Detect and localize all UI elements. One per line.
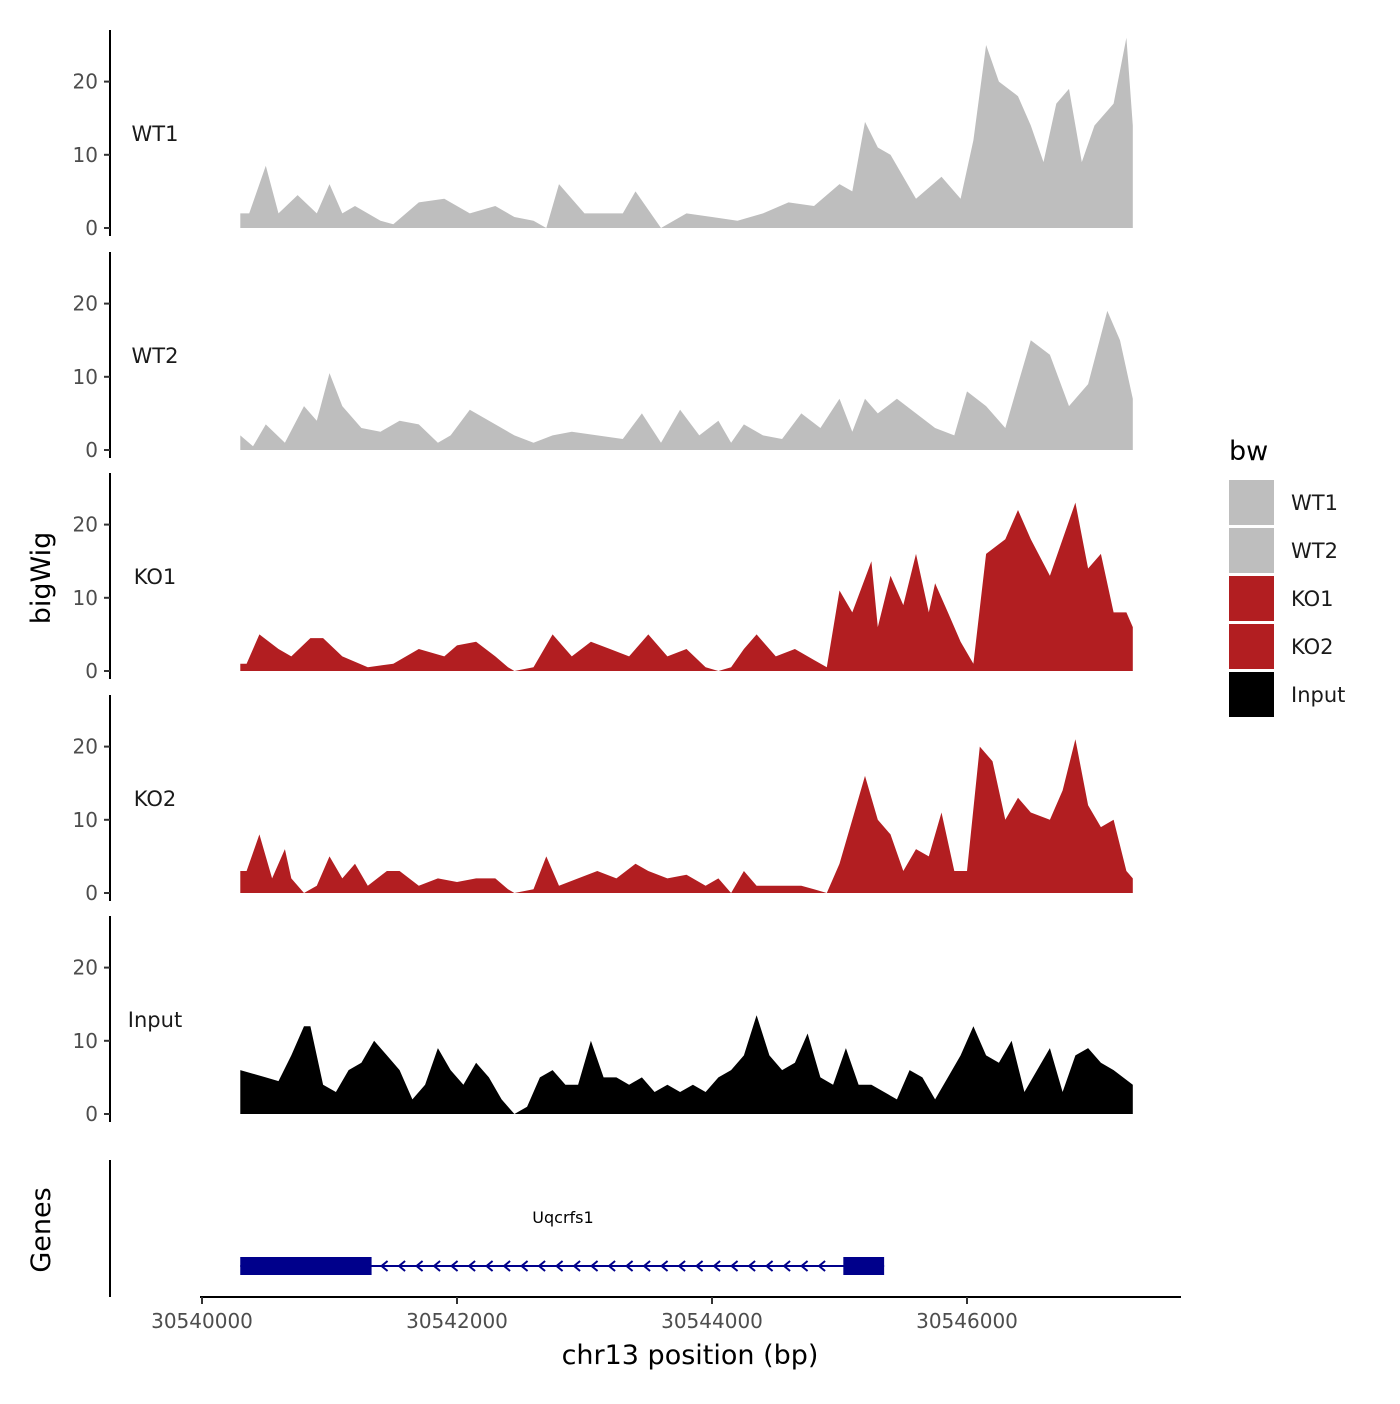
- strand-arrow: [782, 1260, 791, 1272]
- y-tick-label: 0: [85, 216, 98, 240]
- strand-arrow: [555, 1260, 564, 1272]
- area-input: [240, 1015, 1133, 1114]
- legend-label-ko2: KO2: [1291, 635, 1334, 659]
- x-tick-label: 30540000: [151, 1309, 253, 1333]
- strand-arrow: [397, 1260, 406, 1272]
- strand-arrow: [415, 1260, 424, 1272]
- bigwig-tracks: 0 10 20 WT1 0 10 20 WT2 0 10 20 KO1 0 10 20 KO2 0 10 20 Inp…: [73, 30, 1133, 1126]
- track-wt2: 0 10 20 WT2: [73, 252, 1133, 462]
- y-tick-label: 20: [73, 292, 98, 316]
- area-wt2: [240, 310, 1133, 450]
- area-wt1: [240, 37, 1133, 229]
- area-ko1: [240, 502, 1133, 671]
- area-ko2: [240, 739, 1133, 893]
- x-tick-label: 30544000: [661, 1309, 763, 1333]
- strand-arrow: [660, 1260, 669, 1272]
- y-tick-label: 10: [73, 586, 98, 610]
- legend-label-input: Input: [1291, 683, 1345, 707]
- track-ko1: 0 10 20 KO1: [73, 473, 1133, 683]
- x-tick-label: 30546000: [916, 1309, 1018, 1333]
- strand-arrow: [450, 1260, 459, 1272]
- strand-arrow: [765, 1260, 774, 1272]
- strand-arrow: [712, 1260, 721, 1272]
- legend-key-input: [1229, 672, 1274, 717]
- legend-label-wt1: WT1: [1291, 491, 1338, 515]
- legend-key-wt2: [1229, 528, 1274, 573]
- strand-arrow: [485, 1260, 494, 1272]
- y-tick-label: 10: [73, 1029, 98, 1053]
- legend-label-wt2: WT2: [1291, 539, 1338, 563]
- strand-arrow: [607, 1260, 616, 1272]
- strand-arrow: [467, 1260, 476, 1272]
- track-label-wt2: WT2: [132, 344, 179, 368]
- legend-key-ko1: [1229, 576, 1274, 621]
- strand-arrow: [432, 1260, 441, 1272]
- legend-key-ko2: [1229, 624, 1274, 669]
- legend: bw WT1 WT2 KO1 KO2 Input: [1229, 436, 1345, 717]
- y-tick-label: 0: [85, 659, 98, 683]
- strand-arrow: [520, 1260, 529, 1272]
- y-tick-label: 10: [73, 365, 98, 389]
- y-tick-label: 20: [73, 956, 98, 980]
- y-axis-title: bigWig: [26, 532, 57, 625]
- legend-title: bw: [1229, 436, 1268, 467]
- strand-arrow: [590, 1260, 599, 1272]
- strand-arrow: [380, 1260, 389, 1272]
- x-tick-label: 30542000: [406, 1309, 508, 1333]
- gene-exon: [240, 1257, 372, 1275]
- gene-name-label: Uqcrfs1: [532, 1208, 593, 1227]
- strand-arrow: [747, 1260, 756, 1272]
- legend-key-wt1: [1229, 480, 1274, 525]
- strand-arrow: [677, 1260, 686, 1272]
- legend-label-ko1: KO1: [1291, 587, 1334, 611]
- y-tick-label: 0: [85, 1102, 98, 1126]
- genes-axis-title: Genes: [26, 1187, 57, 1272]
- y-tick-label: 20: [73, 735, 98, 759]
- gene-panel: Uqcrfs1: [109, 1160, 885, 1297]
- strand-arrow: [800, 1260, 809, 1272]
- track-label-ko1: KO1: [134, 565, 177, 589]
- strand-arrow: [537, 1260, 546, 1272]
- track-wt1: 0 10 20 WT1: [73, 30, 1133, 240]
- track-input: 0 10 20 Input: [73, 916, 1133, 1126]
- strand-arrow: [572, 1260, 581, 1272]
- y-tick-label: 0: [85, 438, 98, 462]
- x-axis-title: chr13 position (bp): [562, 1340, 819, 1371]
- y-tick-label: 10: [73, 808, 98, 832]
- strand-arrow: [642, 1260, 651, 1272]
- track-label-input: Input: [128, 1008, 182, 1032]
- track-label-ko2: KO2: [134, 787, 177, 811]
- strand-arrow: [695, 1260, 704, 1272]
- y-tick-label: 20: [73, 513, 98, 537]
- strand-arrow: [625, 1260, 634, 1272]
- strand-arrow: [730, 1260, 739, 1272]
- strand-arrow: [502, 1260, 511, 1272]
- y-tick-label: 20: [73, 70, 98, 94]
- track-label-wt1: WT1: [132, 122, 179, 146]
- gene-exon: [843, 1257, 885, 1275]
- track-ko2: 0 10 20 KO2: [73, 695, 1133, 905]
- y-tick-label: 10: [73, 143, 98, 167]
- x-axis: 30540000 30542000 30544000 30546000: [151, 1296, 1181, 1333]
- strand-arrow: [817, 1260, 826, 1272]
- y-tick-label: 0: [85, 881, 98, 905]
